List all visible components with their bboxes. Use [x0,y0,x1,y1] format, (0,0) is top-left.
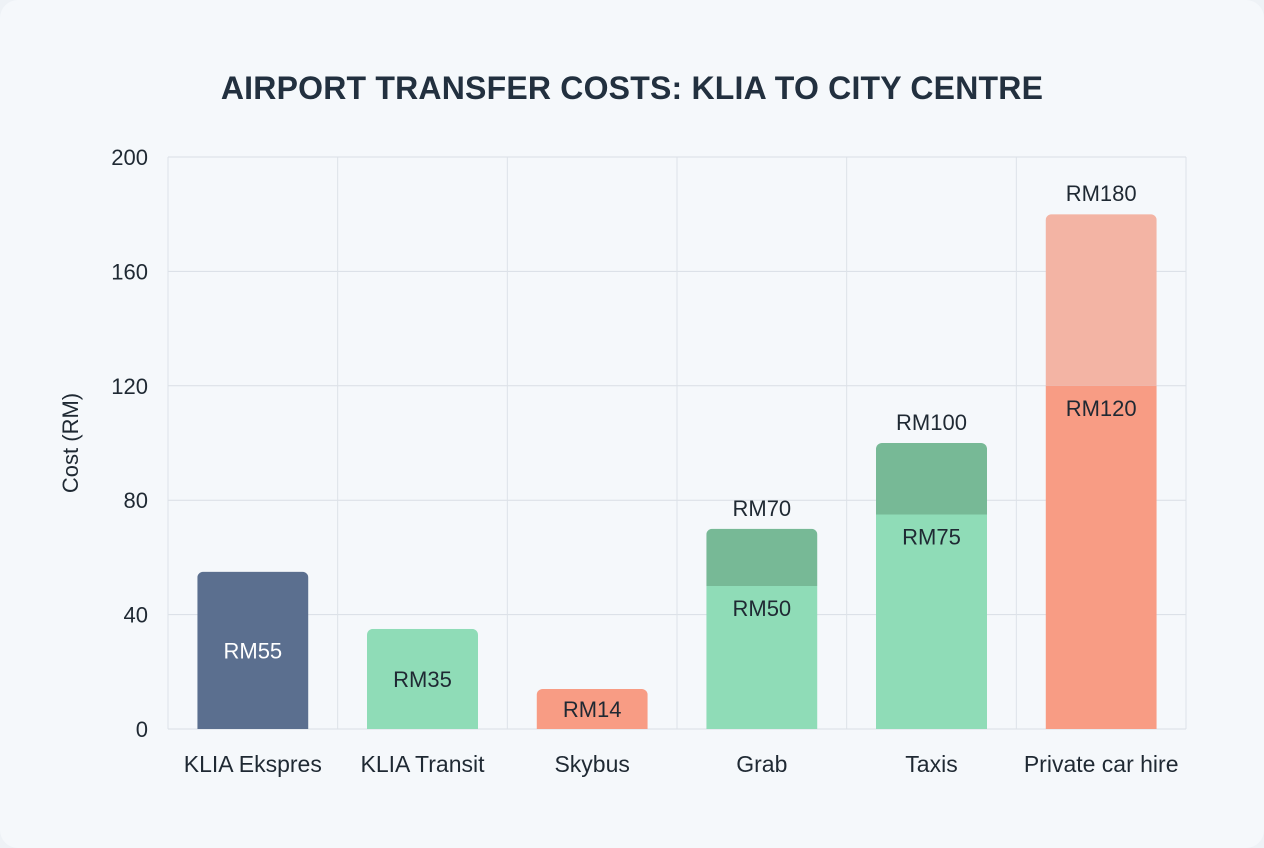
chart-title: AIRPORT TRANSFER COSTS: KLIA TO CITY CEN… [220,70,1044,106]
bar-range [706,528,818,586]
bar-group [876,443,987,729]
bar [1045,385,1157,729]
x-category-label: Grab [736,751,787,777]
bar-value-label: RM50 [732,596,791,621]
y-axis-title: Cost (RM) [58,393,83,493]
x-category-label: Skybus [554,751,629,777]
bar-group [367,628,478,729]
y-tick-label: 160 [111,259,148,284]
y-tick-label: 200 [111,145,148,170]
x-category-label: Private car hire [1024,751,1179,777]
bar [536,688,648,729]
bar-group [1045,214,1157,729]
bar-value-label: RM55 [223,638,282,663]
x-category-label: KLIA Transit [360,751,485,777]
bar [197,571,309,729]
bar-max-label: RM100 [896,410,967,435]
x-category-label: KLIA Ekspres [184,751,322,777]
bar-value-label: RM120 [1066,396,1137,421]
bar [367,628,478,729]
bar [706,586,818,729]
x-category-label: Taxis [905,751,957,777]
bar-group [197,571,309,729]
y-tick-label: 80 [124,488,148,513]
bar-max-label: RM70 [732,496,791,521]
bar-value-label: RM35 [393,667,452,692]
y-tick-label: 0 [136,717,148,742]
y-tick-label: 40 [124,603,148,628]
bar-value-label: RM14 [563,697,622,722]
bar-range [1045,214,1157,386]
bar-value-label: RM75 [902,525,961,550]
bar-range [876,443,987,515]
bar-max-label: RM180 [1066,181,1137,206]
bar-group [536,688,648,729]
y-tick-label: 120 [111,374,148,399]
bar [876,514,987,729]
bar-group [706,528,818,729]
